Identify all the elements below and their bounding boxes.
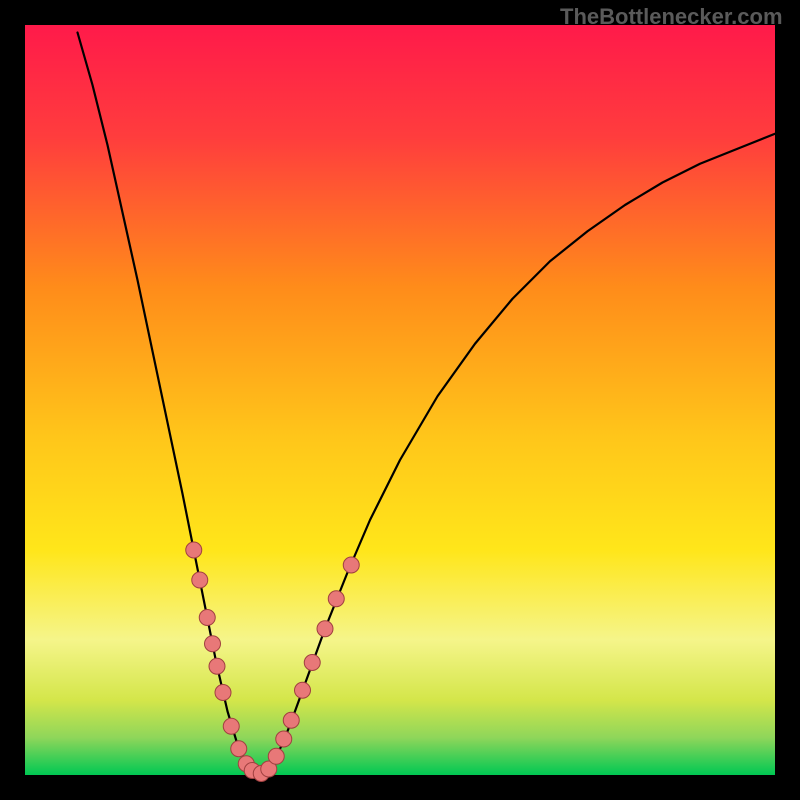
- data-point-marker: [209, 658, 225, 674]
- chart-container: TheBottlenecker.com: [0, 0, 800, 800]
- data-point-marker: [192, 572, 208, 588]
- data-point-marker: [205, 636, 221, 652]
- markers-group: [186, 542, 360, 782]
- data-point-marker: [215, 685, 231, 701]
- data-point-marker: [317, 621, 333, 637]
- data-point-marker: [268, 748, 284, 764]
- data-point-marker: [199, 610, 215, 626]
- data-point-marker: [328, 591, 344, 607]
- bottleneck-curve: [78, 33, 776, 774]
- data-point-marker: [343, 557, 359, 573]
- data-point-marker: [283, 712, 299, 728]
- data-point-marker: [304, 655, 320, 671]
- data-point-marker: [186, 542, 202, 558]
- data-point-marker: [231, 741, 247, 757]
- data-point-marker: [276, 731, 292, 747]
- curve-layer: [0, 0, 800, 800]
- watermark-text: TheBottlenecker.com: [560, 4, 783, 30]
- data-point-marker: [223, 718, 239, 734]
- data-point-marker: [295, 682, 311, 698]
